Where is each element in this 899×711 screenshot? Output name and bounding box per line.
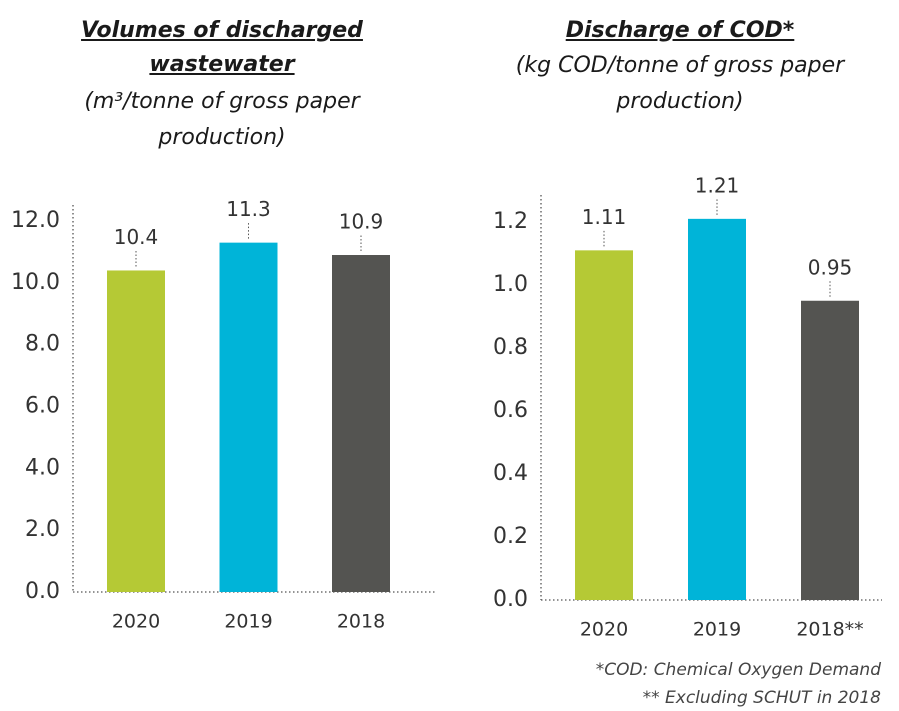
y-tick-label: 10.0: [11, 270, 60, 295]
value-label: 0.95: [808, 255, 853, 279]
bar: [107, 270, 165, 592]
y-tick-label: 4.0: [25, 455, 60, 480]
y-tick-label: 12.0: [11, 208, 60, 233]
y-tick-label: 2.0: [25, 517, 60, 542]
y-tick-label: 1.2: [493, 209, 528, 234]
chart-subtitle: (kg COD/tonne of gross paper production): [515, 53, 845, 114]
bar: [801, 300, 859, 600]
y-tick-label: 1.0: [493, 272, 528, 297]
y-tick-label: 0.6: [493, 398, 528, 423]
x-tick-label: 2019: [224, 611, 272, 633]
y-tick-label: 6.0: [25, 394, 60, 419]
y-tick-label: 0.8: [493, 335, 528, 360]
bar: [575, 250, 633, 600]
value-label: 1.21: [695, 173, 740, 197]
y-tick-label: 8.0: [25, 332, 60, 357]
y-tick-label: 0.0: [25, 579, 60, 604]
x-tick-label: 2018**: [796, 619, 863, 641]
bar: [219, 242, 278, 592]
bar: [332, 255, 390, 592]
value-label: 10.9: [339, 210, 384, 234]
y-tick-label: 0.4: [493, 461, 528, 486]
x-tick-label: 2018: [337, 611, 385, 633]
footnote: *COD: Chemical Oxygen Demand: [595, 660, 881, 680]
y-tick-label: 0.0: [493, 587, 528, 612]
x-tick-label: 2020: [112, 611, 160, 633]
footnote: ** Excluding SCHUT in 2018: [642, 688, 881, 708]
chart-subtitle: (m³/tonne of gross paper production): [84, 89, 360, 150]
bar: [688, 218, 746, 600]
x-tick-label: 2020: [580, 619, 628, 641]
x-tick-label: 2019: [693, 619, 741, 641]
chart-title: Volumes of discharged wastewater: [81, 18, 363, 77]
chart-title: Discharge of COD*: [565, 18, 795, 43]
value-label: 11.3: [226, 197, 271, 221]
y-tick-label: 0.2: [493, 524, 528, 549]
value-label: 10.4: [114, 225, 159, 249]
value-label: 1.11: [582, 205, 627, 229]
